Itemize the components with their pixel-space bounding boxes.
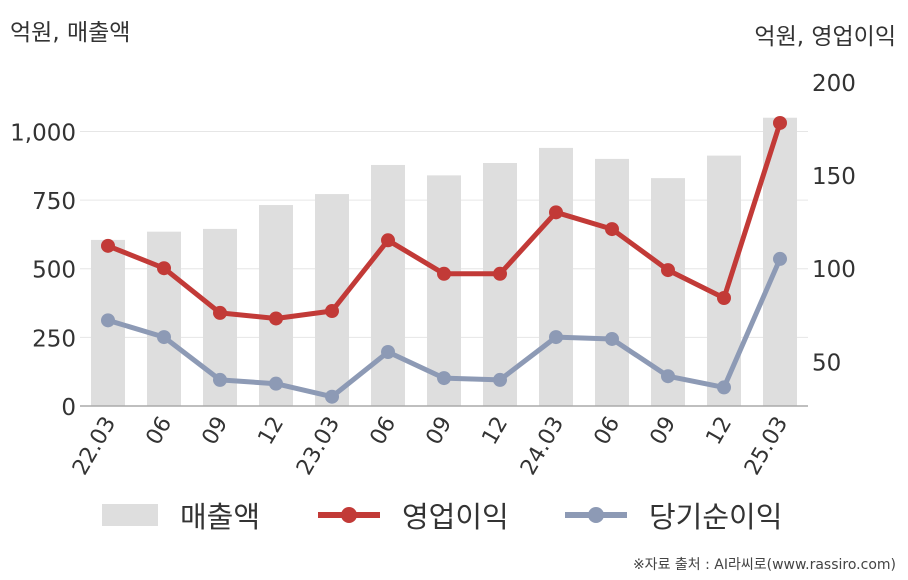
left-tick-label: 750	[32, 189, 76, 215]
legend-label-operating-profit: 영업이익	[402, 500, 509, 534]
operating-profit-point	[381, 233, 395, 248]
revenue-bar	[595, 158, 629, 406]
x-tick-label: 12	[254, 413, 290, 450]
net-income-point	[269, 376, 283, 391]
x-tick-label: 12	[478, 413, 514, 450]
legend-swatch-net-income	[565, 504, 627, 526]
x-tick-label: 12	[702, 413, 738, 450]
operating-profit-point	[213, 305, 227, 320]
legend-item-revenue: 매출액	[102, 493, 260, 537]
right-axis-unit: 억원, 영업이익	[754, 24, 896, 50]
net-income-point	[717, 380, 731, 395]
revenue-bar	[427, 175, 461, 406]
left-tick-label: 1,000	[10, 120, 76, 146]
operating-profit-point	[325, 304, 339, 319]
right-tick-label: 150	[812, 164, 856, 190]
net-income-point	[325, 389, 339, 404]
legend-item-net-income: 당기순이익	[565, 493, 782, 537]
net-income-point	[493, 372, 507, 387]
revenue-bar	[259, 205, 293, 406]
x-tick-label: 06	[366, 413, 402, 450]
operating-profit-point	[101, 238, 115, 253]
legend-label-revenue: 매출액	[180, 500, 261, 534]
right-tick-label: 200	[812, 71, 856, 97]
left-tick-label: 250	[32, 326, 76, 352]
revenue-bar	[707, 155, 741, 406]
x-tick-label: 09	[422, 413, 458, 450]
net-income-point	[213, 372, 227, 387]
x-tick-label: 23.03	[292, 413, 345, 480]
revenue-bar	[539, 147, 573, 406]
x-tick-label: 25.03	[740, 413, 793, 480]
net-income-point	[157, 330, 171, 345]
operating-profit-point	[549, 205, 563, 220]
net-income-point	[773, 251, 787, 266]
revenue-bar	[483, 163, 517, 406]
net-income-point	[437, 371, 451, 386]
x-tick-label: 09	[646, 413, 682, 450]
operating-profit-point	[157, 261, 171, 276]
operating-profit-point	[661, 263, 675, 278]
legend-swatch-revenue	[102, 504, 158, 526]
legend-item-operating-profit: 영업이익	[318, 493, 509, 537]
x-tick-label: 09	[198, 413, 234, 450]
x-tick-label: 06	[590, 413, 626, 450]
net-income-point	[661, 369, 675, 384]
source-note: ※자료 출처 : AI라씨로(www.rassiro.com)	[632, 557, 896, 573]
net-income-point	[549, 330, 563, 345]
left-tick-label: 0	[61, 395, 76, 421]
left-axis-unit: 억원, 매출액	[10, 20, 131, 46]
revenue-bar	[315, 194, 349, 406]
left-tick-label: 500	[32, 258, 76, 284]
operating-profit-point	[493, 266, 507, 281]
operating-profit-point	[717, 291, 731, 305]
operating-profit-point	[605, 222, 619, 237]
revenue-bar	[371, 164, 405, 406]
net-income-point	[605, 331, 619, 346]
legend-label-net-income: 당기순이익	[649, 500, 783, 534]
net-income-point	[381, 345, 395, 359]
x-tick-label: 24.03	[516, 413, 569, 480]
operating-profit-point	[437, 266, 451, 281]
revenue-bar	[147, 231, 181, 406]
net-income-point	[101, 313, 115, 328]
operating-profit-point	[773, 115, 787, 130]
legend-swatch-operating-profit	[318, 504, 380, 526]
x-tick-label: 22.03	[68, 413, 121, 480]
legend: 매출액 영업이익 당기순이익	[0, 493, 908, 537]
operating-profit-point	[269, 311, 283, 326]
right-tick-label: 100	[812, 257, 856, 283]
x-tick-label: 06	[142, 413, 178, 450]
right-tick-label: 50	[812, 350, 841, 376]
